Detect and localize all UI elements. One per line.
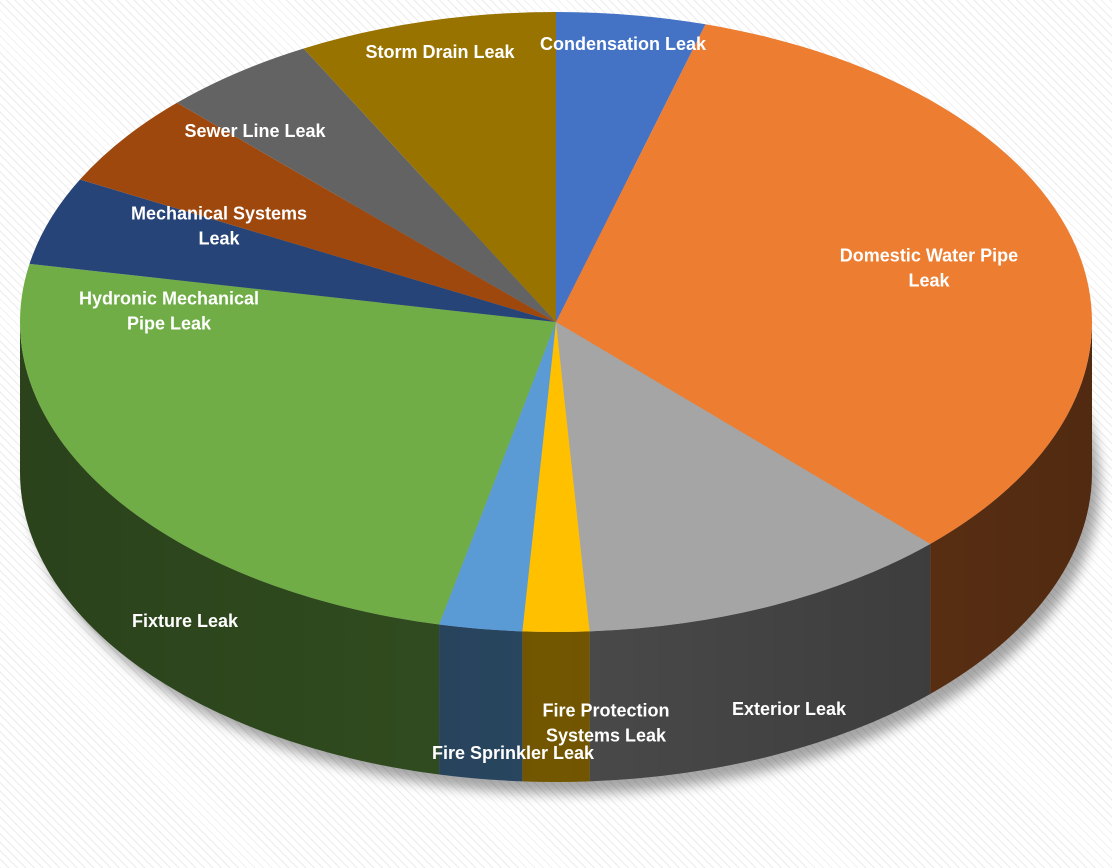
data-label-9: Storm Drain Leak bbox=[365, 42, 515, 62]
data-label-5: Fixture Leak bbox=[132, 611, 239, 631]
pie-slice-3 bbox=[522, 322, 590, 632]
data-label-4: Fire Sprinkler Leak bbox=[432, 743, 595, 763]
pie-slice-0 bbox=[556, 12, 706, 322]
data-label-8: Sewer Line Leak bbox=[184, 121, 326, 141]
data-label-3: Fire Protection Systems Leak bbox=[542, 701, 669, 746]
data-label-2: Exterior Leak bbox=[732, 699, 847, 719]
data-label-1: Domestic Water Pipe Leak bbox=[840, 246, 1018, 291]
pie-slice-8 bbox=[176, 48, 556, 323]
pie-slice-5 bbox=[19, 263, 556, 625]
pie-side-shading bbox=[20, 322, 1092, 782]
pie-slice-4 bbox=[439, 322, 556, 632]
pie-slice-9 bbox=[303, 11, 556, 322]
data-label-0: Condensation Leak bbox=[540, 34, 707, 54]
data-label-7: Mechanical Systems Leak bbox=[131, 204, 307, 249]
pie-slice-7 bbox=[79, 102, 556, 322]
pie-slice-2 bbox=[556, 322, 931, 632]
data-label-6: Hydronic Mechanical Pipe Leak bbox=[79, 289, 259, 334]
pie-slice-6 bbox=[29, 179, 557, 322]
pie-slice-1 bbox=[556, 24, 1093, 544]
